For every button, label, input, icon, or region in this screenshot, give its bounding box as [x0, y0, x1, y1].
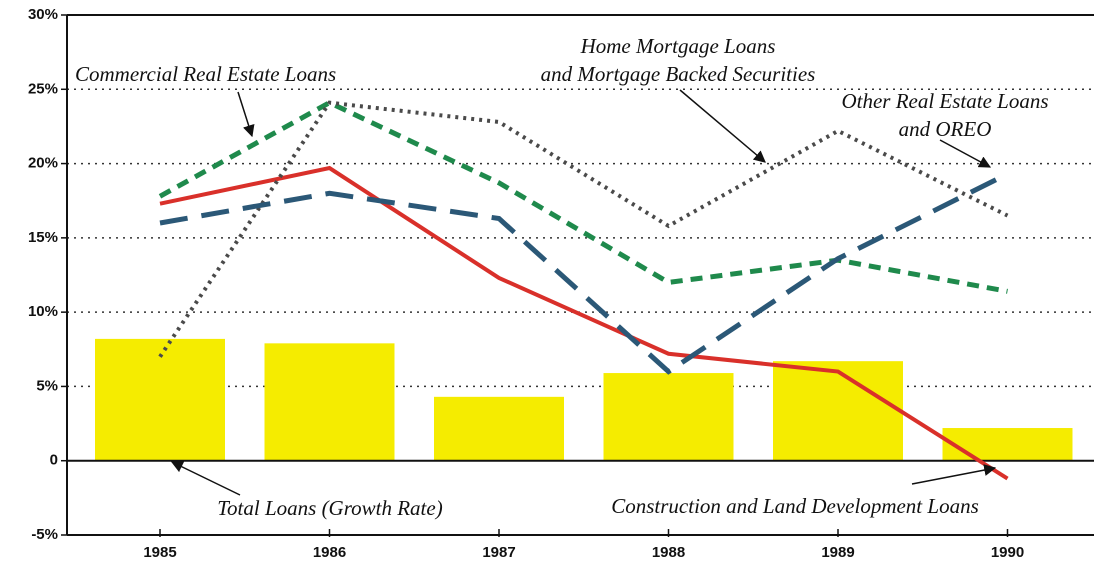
- annotation: and Mortgage Backed Securities: [541, 62, 816, 86]
- annotation-arrow: [911, 464, 997, 485]
- y-tick-label: 0: [50, 452, 58, 469]
- annotation: Construction and Land Development Loans: [611, 494, 979, 518]
- x-tick-label: 1986: [313, 544, 346, 561]
- bar: [942, 428, 1073, 461]
- line-series: [158, 100, 1009, 358]
- annotation: Other Real Estate Loans: [841, 89, 1048, 113]
- bar: [95, 338, 225, 461]
- line-series: [158, 99, 1008, 294]
- bar: [603, 373, 734, 461]
- x-tick-label: 1987: [482, 544, 515, 561]
- x-tick-label: 1989: [821, 544, 854, 561]
- y-tick-label: 30%: [28, 6, 58, 23]
- y-tick-label: 10%: [28, 303, 58, 320]
- annotation-arrow: [679, 89, 766, 163]
- annotation-arrow: [170, 461, 241, 496]
- y-tick-label: 20%: [28, 155, 58, 172]
- y-tick-label: 5%: [36, 377, 58, 394]
- x-tick-label: 1990: [991, 544, 1024, 561]
- annotation-arrow: [237, 91, 255, 138]
- x-tick-label: 1985: [143, 544, 176, 561]
- y-tick-label: 15%: [28, 229, 58, 246]
- annotation: Total Loans (Growth Rate): [217, 496, 442, 520]
- line-series: [159, 171, 1009, 375]
- annotation: Commercial Real Estate Loans: [75, 62, 336, 86]
- line-series: [159, 165, 1009, 481]
- y-tick-label: 25%: [28, 80, 58, 97]
- y-tick-label: -5%: [31, 526, 58, 543]
- annotation: Home Mortgage Loans: [580, 34, 776, 58]
- bar: [264, 343, 395, 461]
- annotation-arrow: [939, 139, 992, 168]
- x-tick-label: 1988: [652, 544, 685, 561]
- bar: [773, 361, 903, 461]
- annotation: and OREO: [899, 117, 992, 141]
- bar: [434, 396, 564, 461]
